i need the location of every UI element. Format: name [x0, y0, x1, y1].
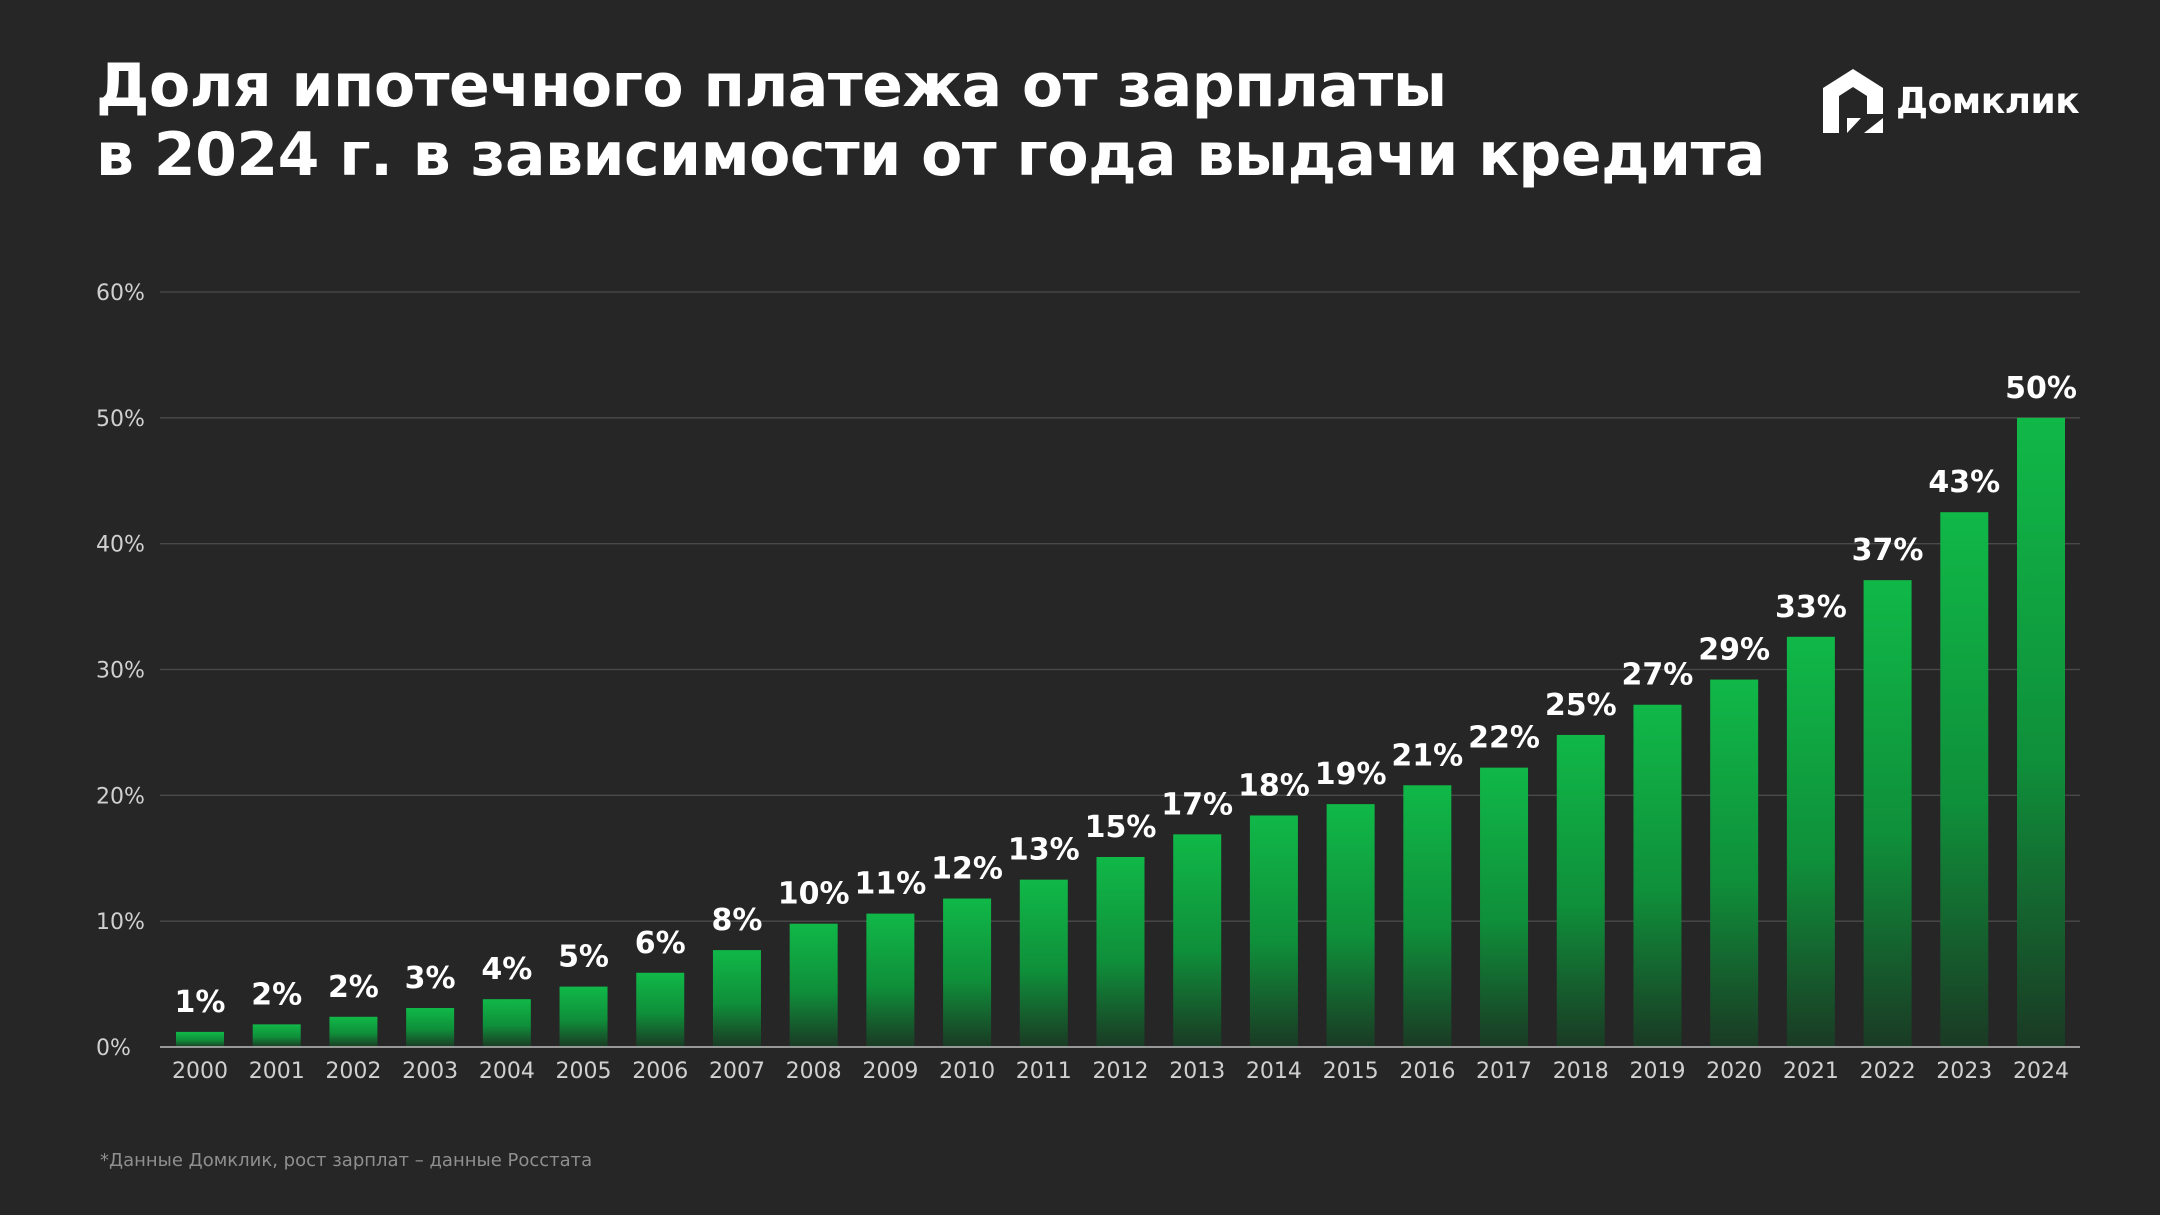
- x-tick-label: 2002: [325, 1059, 381, 1084]
- x-tick-label: 2016: [1399, 1059, 1455, 1084]
- x-tick-label: 2018: [1553, 1059, 1609, 1084]
- chart-title-line-2: в 2024 г. в зависимости от года выдачи к…: [96, 120, 1765, 190]
- bar: [866, 913, 915, 1047]
- data-label: 1%: [175, 985, 226, 1020]
- data-labels: 1% 2% 2% 3% 4% 5% 6% 8% 10% 11% 12%13%15%17%18% 19%…: [175, 371, 2077, 1020]
- bar: [176, 1031, 224, 1047]
- data-label: 27%: [1622, 658, 1694, 693]
- bar: [252, 1024, 301, 1047]
- x-tick-label: 2020: [1706, 1059, 1762, 1084]
- x-tick-label: 2021: [1783, 1059, 1839, 1084]
- bar: [1173, 834, 1222, 1047]
- x-tick-label: 2017: [1476, 1059, 1532, 1084]
- data-label: 25%: [1545, 688, 1617, 723]
- bar: [1940, 512, 1989, 1047]
- y-tick-label: 60%: [96, 281, 145, 306]
- y-axis: 0% 10% 20% 30% 40% 50% 60%: [96, 281, 145, 1061]
- data-label: 18%: [1238, 768, 1310, 803]
- bar: [1710, 679, 1759, 1047]
- y-tick-label: 30%: [96, 659, 145, 684]
- chart-title: Доля ипотечного платежа от зарплаты в 20…: [96, 52, 1796, 190]
- bar: [1019, 879, 1068, 1047]
- y-tick-label: 40%: [96, 533, 145, 558]
- data-label: 11%: [854, 867, 926, 902]
- x-tick-label: 2000: [172, 1059, 228, 1084]
- data-label: 15%: [1085, 810, 1157, 845]
- data-label: 8%: [711, 903, 762, 938]
- data-label: 10%: [778, 877, 850, 912]
- x-tick-label: 2007: [709, 1059, 765, 1084]
- x-tick-label: 2003: [402, 1059, 458, 1084]
- bar: [1096, 856, 1145, 1047]
- bar: [1249, 815, 1298, 1047]
- x-tick-label: 2014: [1246, 1059, 1302, 1084]
- bar: [636, 972, 685, 1047]
- data-label: 19%: [1315, 757, 1387, 792]
- source-footnote: *Данные Домклик, рост зарплат – данные Р…: [100, 1150, 593, 1171]
- brand-name: Домклик: [1896, 80, 2080, 122]
- x-tick-label: 2013: [1169, 1059, 1225, 1084]
- chart-title-line-1: Доля ипотечного платежа от зарплаты: [96, 51, 1447, 121]
- bar: [482, 999, 531, 1047]
- bar: [1403, 785, 1452, 1047]
- x-tick-label: 2011: [1016, 1059, 1072, 1084]
- y-tick-label: 50%: [96, 407, 145, 432]
- data-label: 3%: [405, 961, 456, 996]
- x-tick-label: 2023: [1936, 1059, 1992, 1084]
- bars: [176, 417, 2065, 1047]
- data-label: 21%: [1391, 738, 1463, 773]
- domclick-house-icon: [1823, 69, 1883, 133]
- x-tick-label: 2010: [939, 1059, 995, 1084]
- x-tick-label: 2001: [249, 1059, 305, 1084]
- x-tick-label: 2019: [1629, 1059, 1685, 1084]
- bar: [943, 898, 992, 1047]
- bar: [559, 986, 608, 1047]
- x-tick-label: 2006: [632, 1059, 688, 1084]
- bar: [2017, 417, 2065, 1047]
- y-tick-label: 20%: [96, 784, 145, 809]
- bar: [1786, 636, 1835, 1047]
- data-label: 12%: [931, 852, 1003, 887]
- x-tick-label: 2005: [556, 1059, 612, 1084]
- data-label: 6%: [635, 926, 686, 961]
- bar: [1480, 767, 1529, 1047]
- brand-logo: Домклик: [1820, 66, 2080, 136]
- data-label: 17%: [1161, 787, 1233, 822]
- data-label: 43%: [1928, 465, 2000, 500]
- data-label: 5%: [558, 940, 609, 975]
- data-label: 13%: [1008, 833, 1080, 868]
- x-tick-label: 2024: [2013, 1059, 2069, 1084]
- x-tick-label: 2012: [1093, 1059, 1149, 1084]
- bar: [1556, 734, 1605, 1047]
- data-label: 33%: [1775, 590, 1847, 625]
- bar: [712, 950, 761, 1047]
- bar: [1326, 804, 1375, 1047]
- bar: [406, 1007, 455, 1047]
- data-label: 22%: [1468, 721, 1540, 756]
- x-tick-label: 2022: [1860, 1059, 1916, 1084]
- data-label: 37%: [1852, 533, 1924, 568]
- x-tick-label: 2009: [862, 1059, 918, 1084]
- data-label: 2%: [328, 970, 379, 1005]
- x-tick-label: 2015: [1323, 1059, 1379, 1084]
- y-tick-label: 0%: [96, 1036, 131, 1061]
- data-label: 50%: [2005, 371, 2077, 406]
- bar: [329, 1016, 378, 1047]
- data-label: 4%: [481, 952, 532, 987]
- y-tick-label: 10%: [96, 910, 145, 935]
- bar: [1863, 580, 1912, 1047]
- x-tick-label: 2008: [786, 1059, 842, 1084]
- data-label: 29%: [1698, 633, 1770, 668]
- x-axis: 2000 2001 2002 2003 2004 2005 2006 2007 2008 2009…: [160, 1046, 2080, 1084]
- data-label: 2%: [251, 977, 302, 1012]
- bar: [789, 923, 838, 1047]
- bar: [1633, 704, 1682, 1047]
- x-tick-label: 2004: [479, 1059, 535, 1084]
